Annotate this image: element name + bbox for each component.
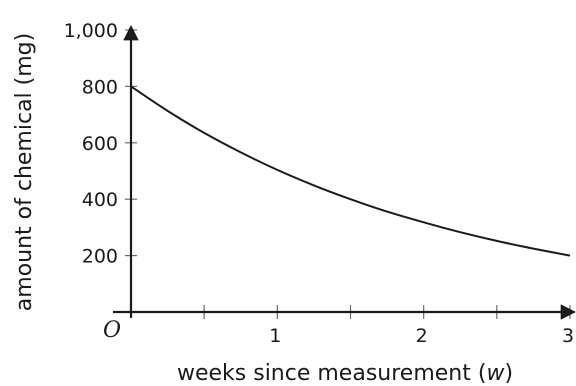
y-tick-label: 800: [82, 76, 118, 98]
y-tick-label: 1,000: [64, 20, 118, 42]
y-tick-label: 200: [82, 246, 118, 268]
x-tick-label: 3: [562, 325, 574, 347]
x-axis-title-suffix: ): [504, 361, 513, 386]
y-ticks: 200 400 600 800 1,000: [64, 20, 137, 268]
x-axis-title-prefix: weeks since measurement (: [177, 361, 486, 386]
x-axis-title: weeks since measurement (w): [177, 361, 513, 386]
y-axis-title: amount of chemical (mg): [12, 33, 37, 311]
x-tick-label: 2: [416, 325, 428, 347]
y-tick-label: 400: [82, 189, 118, 211]
x-ticks: 1 2 3: [203, 305, 574, 347]
x-axis-title-var: w: [486, 361, 505, 386]
y-tick-label: 600: [82, 133, 118, 155]
origin-label: O: [103, 318, 121, 343]
x-tick-label: 1: [269, 325, 281, 347]
decay-curve: [130, 85, 571, 257]
